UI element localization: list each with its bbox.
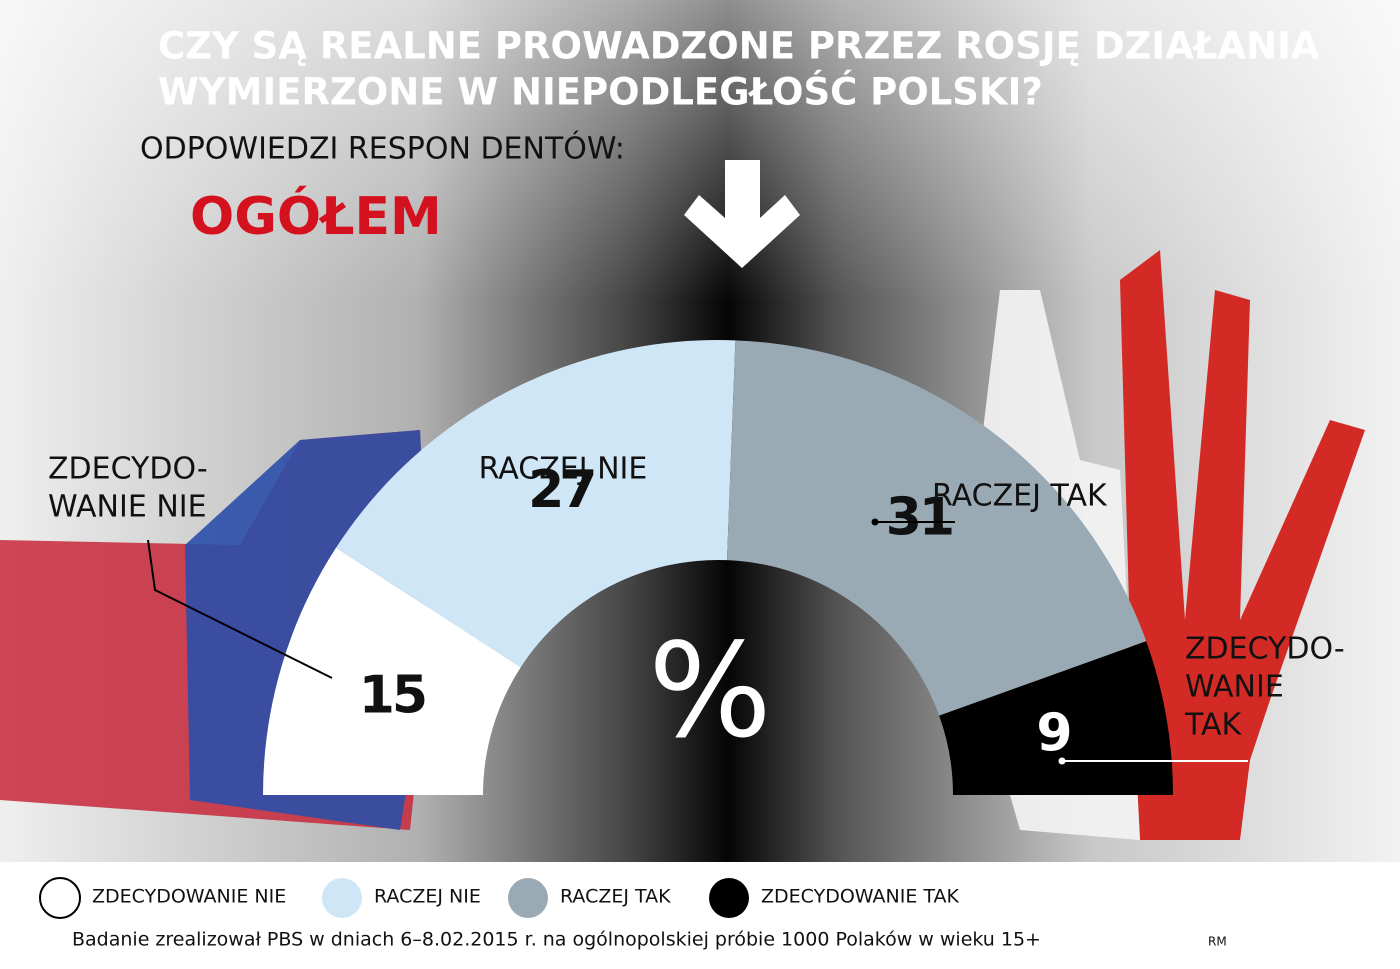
- hand-red: [1120, 250, 1365, 840]
- slice-label: RACZEJ NIE: [479, 452, 648, 487]
- slice: [939, 641, 1173, 795]
- leader-dot: [871, 518, 879, 526]
- slice-label: WANIE: [1185, 670, 1284, 705]
- value-label: 9: [1036, 704, 1069, 764]
- legend-label: RACZEJ NIE: [374, 886, 481, 908]
- legend-label: ZDECYDOWANIE TAK: [761, 886, 960, 908]
- slice-label: TAK: [1184, 708, 1243, 743]
- legend-label: ZDECYDOWANIE NIE: [92, 886, 286, 908]
- subtitle: ODPOWIEDZI RESPON DENTÓW:: [140, 130, 625, 167]
- slice: [263, 547, 521, 795]
- credit: RM: [1208, 935, 1227, 949]
- legend-swatch: [709, 878, 749, 918]
- legend-label: RACZEJ TAK: [560, 886, 671, 908]
- legend: ZDECYDOWANIE NIE RACZEJ NIE RACZEJ TAK ZDEC…: [39, 877, 960, 919]
- legend-swatch: [322, 878, 362, 918]
- legend-swatch: [39, 877, 81, 919]
- group-label: OGÓŁEM: [190, 185, 442, 247]
- leader-dot: [1058, 757, 1066, 765]
- source-note: Badanie zrealizował PBS w dniach 6–8.02.…: [72, 929, 1041, 951]
- leader-line: [147, 539, 333, 679]
- slice-label: RACZEJ TAK: [932, 479, 1108, 514]
- center-label: %: [648, 615, 772, 767]
- donut: 15 27 31 9: [263, 340, 1173, 795]
- value-label: 27: [528, 460, 594, 520]
- arrow-down: [684, 160, 800, 268]
- slice-label: WANIE NIE: [48, 490, 207, 525]
- slice: [727, 340, 1147, 716]
- value-label: 15: [359, 666, 425, 726]
- slice-label: ZDECYDO-: [48, 452, 208, 487]
- legend-swatch: [508, 878, 548, 918]
- slice: [336, 340, 736, 668]
- slice-label: ZDECYDO-: [1185, 632, 1345, 667]
- value-label: 31: [886, 488, 952, 548]
- title-line: WYMIERZONE W NIEPODLEGŁOŚĆ POLSKI?: [158, 70, 1043, 114]
- title-line: CZY SĄ REALNE PROWADZONE PRZEZ ROSJĘ DZI…: [158, 25, 1320, 68]
